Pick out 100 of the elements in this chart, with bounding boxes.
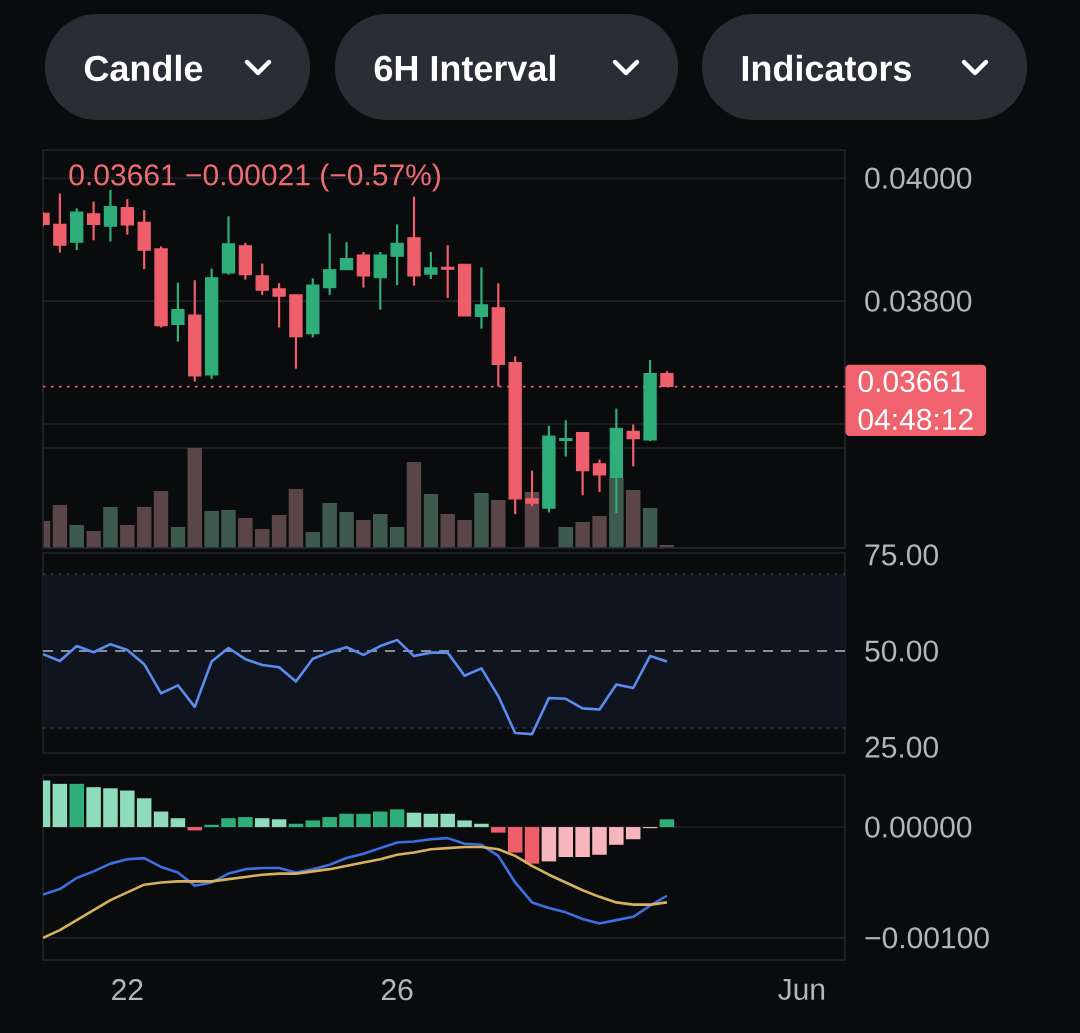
bar [238,817,253,828]
bar [204,511,219,548]
bar [406,461,422,548]
y-tick-label: 0.03800 [865,290,972,312]
bar [389,809,405,828]
bar [254,818,270,828]
bar [322,503,337,548]
bar [406,812,422,828]
candlestick [356,250,371,289]
bar [609,827,624,845]
bar [271,514,287,548]
bar [238,517,253,548]
bar [120,524,135,548]
bar [625,827,641,840]
text: 04:48:12 [858,408,973,431]
bar [491,499,506,548]
text: Indicators [742,54,911,82]
bar [575,827,590,857]
candlestick [255,262,269,297]
ref-line-label: 0.03661 [858,370,965,393]
candlestick [592,458,607,494]
x-tick-label: 26 [381,979,413,1001]
bar [474,492,489,548]
bar [373,811,388,828]
candlestick [103,188,118,243]
y-tick-label: 75.00 [865,544,938,566]
bar [187,447,203,548]
bar [373,513,388,548]
candlestick [339,241,354,271]
candlestick [559,419,573,458]
line-series [43,836,669,925]
bar [322,817,337,828]
candlestick [120,198,134,236]
candlestick [323,232,337,297]
y-tick-label: 25.00 [865,736,938,758]
bar [204,824,219,828]
bar [575,521,590,548]
bar [389,526,405,548]
bar [170,526,186,548]
annotation: 0.03661 −0.00021 (−0.57%) [69,163,440,192]
bar [356,813,371,828]
bar [221,509,236,548]
bar [440,813,455,828]
bar [69,783,84,828]
bar [491,827,506,833]
bar [339,511,354,548]
bar [288,488,304,548]
bar [524,827,540,864]
bar [136,507,152,548]
bar [558,827,574,857]
bar [86,787,101,828]
bar [474,823,489,828]
bar [69,524,84,548]
candlestick [424,250,438,281]
y-tick-label: −0.00100 [865,927,989,949]
bar [659,819,675,828]
bar [170,818,186,828]
bar [625,490,641,548]
bar [592,827,607,855]
y-tick-label: 50.00 [865,640,938,662]
candlestick [626,423,640,468]
candlestick [373,250,387,311]
candlestick [53,192,67,254]
bar [153,811,169,828]
bar [103,507,118,548]
bar [592,515,607,548]
bar [440,513,455,548]
bar [457,519,472,548]
bar [254,528,270,548]
bar [558,526,574,548]
candlestick [272,282,286,329]
y-tick-label: 0.04000 [865,167,972,189]
bar [305,820,321,828]
text: 6H Interval [374,54,555,82]
candlestick [390,223,404,287]
bar [507,827,523,853]
bar [153,490,169,548]
bar [305,532,321,548]
bar [221,818,236,828]
bar [339,813,354,828]
candlestick [441,244,455,300]
bar [86,530,101,548]
candlestick [171,281,185,343]
y-tick-label: 0.00000 [865,816,972,838]
x-tick-label: Jun [778,979,825,1000]
text: Candle [84,54,203,82]
bar [103,788,118,828]
bar [136,798,152,828]
bar [457,820,472,828]
line-series [43,638,669,736]
bar [541,827,557,862]
bar [120,790,135,828]
bar [356,519,371,548]
candlestick [474,266,489,330]
bar [423,813,439,828]
bar [423,493,439,548]
x-tick-label: 22 [112,979,143,1001]
bar [642,507,658,548]
candlestick [86,200,101,242]
bar [271,819,287,828]
